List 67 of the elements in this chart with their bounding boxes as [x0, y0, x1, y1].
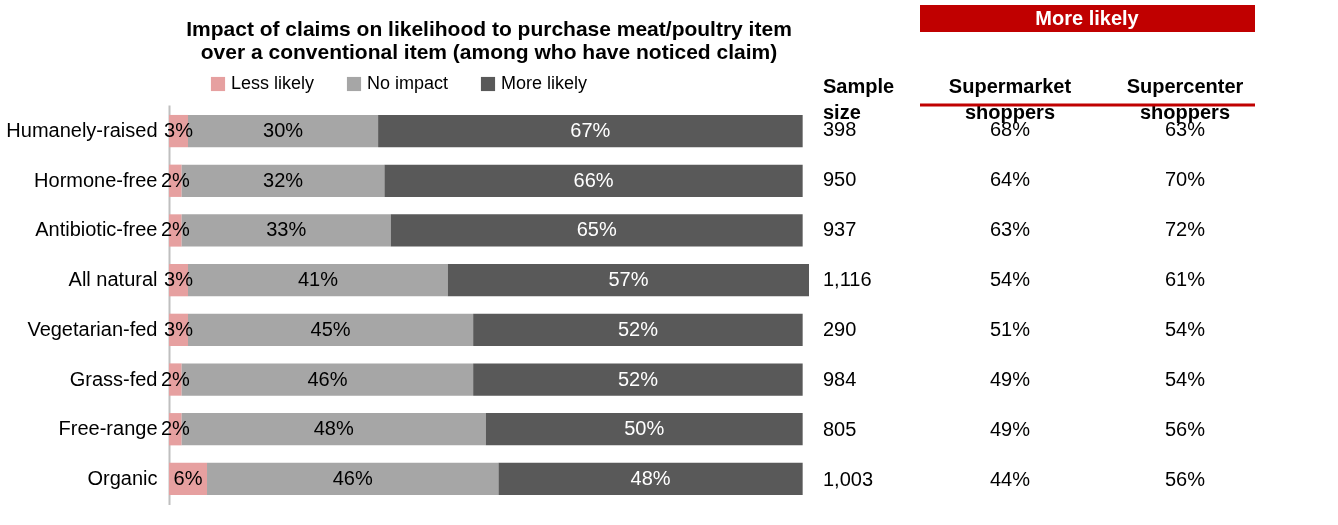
y-tick-label: Free-range	[58, 417, 158, 440]
legend-label: Less likely	[231, 73, 315, 93]
chart-title: Impact of claims on likelihood to purchase meat/poultry item over a conventional item (among who have noticed claim)	[186, 17, 792, 63]
text: 70%	[1164, 168, 1206, 190]
text: 805	[823, 418, 857, 440]
bar	[447, 264, 809, 297]
text: 950	[823, 168, 857, 190]
text: 1,116	[823, 268, 872, 290]
text: 937	[823, 218, 857, 240]
data-label: 2%	[160, 417, 191, 440]
bar	[207, 462, 499, 496]
text: 44%	[989, 468, 1031, 490]
data-label: 46%	[307, 367, 348, 390]
y-tick-label: Organic	[87, 466, 158, 489]
text: 1,003	[823, 468, 874, 490]
data-label: 67%	[570, 119, 611, 142]
text: 290	[823, 318, 857, 340]
text: 49%	[989, 418, 1031, 440]
text: 54%	[1164, 368, 1206, 390]
data-label: 66%	[573, 168, 614, 191]
data-label: 45%	[310, 317, 351, 340]
y-tick-label: Humanely-raised	[6, 119, 158, 142]
text: 51%	[989, 318, 1031, 340]
data-label: 57%	[608, 268, 649, 291]
text: 56%	[1164, 468, 1206, 490]
y-tick-label: Vegetarian-fed	[27, 317, 158, 340]
bar	[498, 462, 803, 496]
data-label: 48%	[630, 466, 671, 489]
legend-label: More likely	[501, 73, 588, 93]
y-tick-label: Hormone-free	[34, 168, 158, 191]
data-label: 65%	[576, 218, 617, 241]
y-tick-label: Grass-fed	[69, 367, 158, 390]
data-label: 50%	[624, 417, 665, 440]
y-tick-label: Antibiotic-free	[35, 218, 158, 241]
data-label: 2%	[160, 218, 191, 241]
text: 49%	[989, 368, 1031, 390]
text: 64%	[989, 168, 1031, 190]
data-label: 30%	[263, 119, 304, 142]
text: 61%	[1164, 268, 1206, 290]
data-label: 3%	[164, 317, 194, 340]
bar	[485, 413, 803, 446]
bar	[473, 363, 803, 396]
text: More likely	[1035, 7, 1140, 29]
data-label: 48%	[313, 417, 354, 440]
data-label: 32%	[263, 168, 304, 191]
bar	[390, 214, 803, 247]
data-label: 3%	[164, 268, 194, 291]
y-tick-label: All natural	[68, 268, 158, 291]
data-label: 33%	[266, 218, 307, 241]
data-label: 2%	[160, 367, 191, 390]
bar	[378, 114, 803, 148]
text: 54%	[1164, 318, 1206, 340]
data-label: 6%	[173, 466, 203, 489]
text: 72%	[1164, 218, 1206, 240]
data-label: 52%	[617, 367, 659, 390]
text: 56%	[1164, 418, 1206, 440]
data-label: 46%	[332, 466, 373, 489]
bar	[473, 313, 803, 346]
legend-label: No impact	[367, 73, 449, 93]
text: 54%	[989, 268, 1031, 290]
data-label: 52%	[617, 317, 659, 340]
bar	[384, 164, 803, 197]
text: 63%	[989, 218, 1031, 240]
data-label: 2%	[160, 168, 191, 191]
data-label: 41%	[297, 268, 339, 291]
data-label: 3%	[164, 119, 194, 142]
text: 984	[823, 368, 857, 390]
